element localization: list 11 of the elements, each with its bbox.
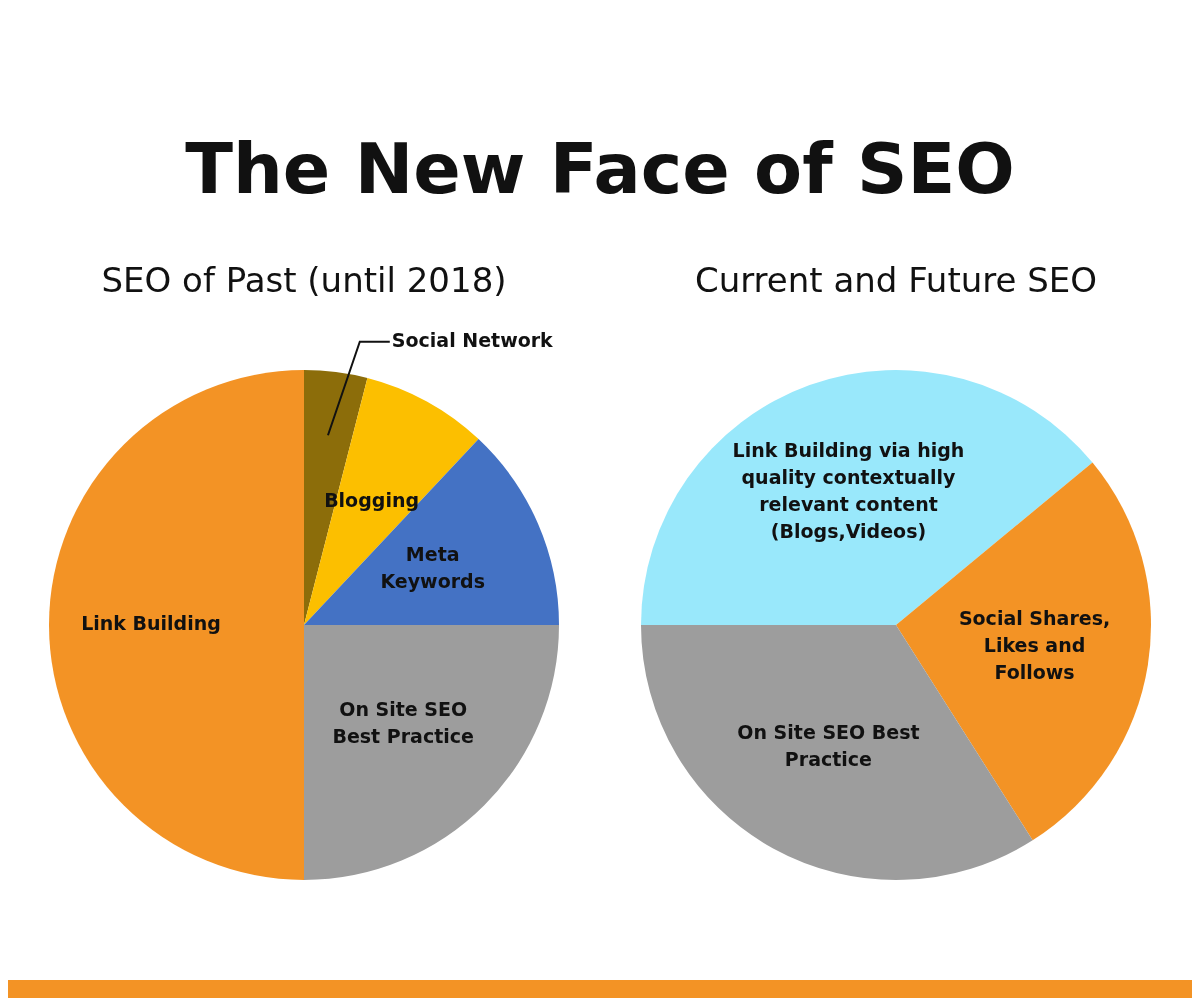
- chart-subtitle: Current and Future SEO: [693, 260, 1099, 300]
- slice-label: On Site SEO Best Practice: [737, 721, 920, 771]
- slice-label: Blogging: [324, 489, 420, 512]
- slice-label: Social Network: [391, 328, 554, 351]
- slice-label: Link Building via high quality contextually relevant content (Blogs,Videos): [732, 439, 965, 543]
- slice-label: Meta Keywords: [380, 542, 485, 592]
- slice-label: Link Building: [81, 611, 221, 634]
- slice-label: Social Shares, Likes and Follows: [958, 606, 1111, 683]
- slice-label: On Site SEO Best Practice: [332, 697, 474, 747]
- chart-subtitle: SEO of Past (until 2018): [100, 260, 508, 300]
- chart-title: The New Face of SEO: [184, 127, 1016, 212]
